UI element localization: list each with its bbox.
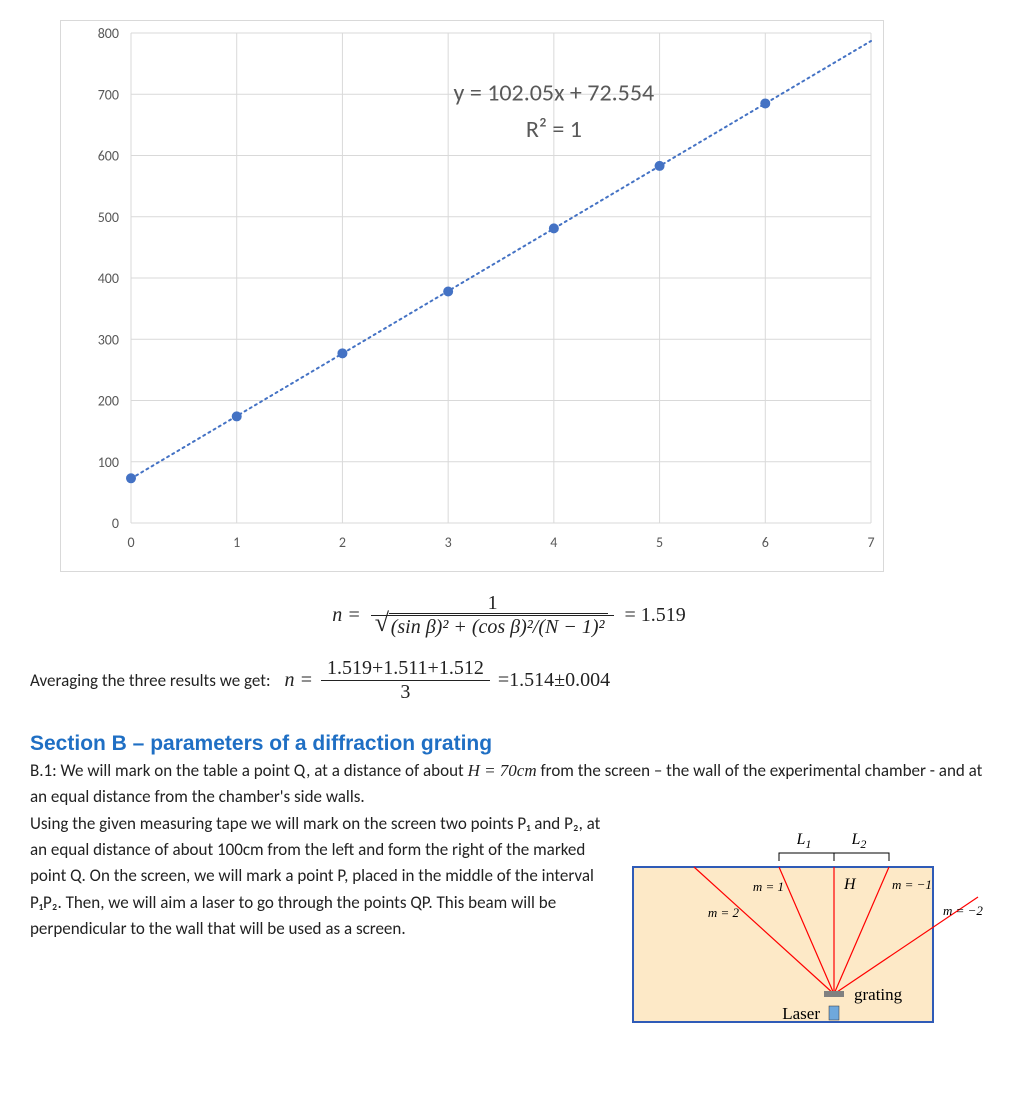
svg-text:800: 800 [98,25,119,42]
svg-text:500: 500 [98,209,119,226]
svg-text:1: 1 [233,534,240,551]
svg-text:m = 1: m = 1 [753,879,784,894]
svg-text:700: 700 [98,86,119,103]
svg-text:m = 2: m = 2 [708,905,740,920]
svg-text:5: 5 [656,534,663,551]
section-b-heading: Section B – parameters of a diffraction … [30,732,988,756]
svg-text:Laser: Laser [782,1004,820,1023]
svg-text:0: 0 [127,534,134,551]
svg-text:100: 100 [98,454,119,471]
svg-text:600: 600 [98,148,119,165]
svg-text:6: 6 [762,534,769,551]
svg-text:400: 400 [98,270,119,287]
svg-text:2: 2 [339,534,346,551]
svg-text:0: 0 [112,515,119,532]
svg-text:200: 200 [98,393,119,410]
svg-text:m = −2: m = −2 [943,903,983,918]
svg-text:300: 300 [98,331,119,348]
svg-text:grating: grating [854,985,903,1004]
svg-text:4: 4 [550,534,557,551]
diffraction-diagram: Hm = 1m = 2m = −1m = −2L1L2gratingLaser [628,819,988,1039]
averaging-line: Averaging the three results we get: n = … [30,657,988,704]
svg-text:R² = 1: R² = 1 [526,115,582,144]
svg-text:7: 7 [867,534,874,551]
svg-text:y = 102.05x + 72.554: y = 102.05x + 72.554 [454,78,655,107]
regression-chart: 0 100 200 300 400 500 600 700 800 0 1 2 3 4 5 6 7 y = 102… [60,20,884,572]
svg-text:3: 3 [445,534,452,551]
svg-text:H: H [843,876,857,893]
body-text-line1: B.1: We will mark on the table a point Q… [30,758,988,811]
svg-text:m = −1: m = −1 [892,877,932,892]
equation-refractive-index: n = 1 (sin β)² + (cos β)²/(N − 1)² = 1.5… [30,592,988,639]
